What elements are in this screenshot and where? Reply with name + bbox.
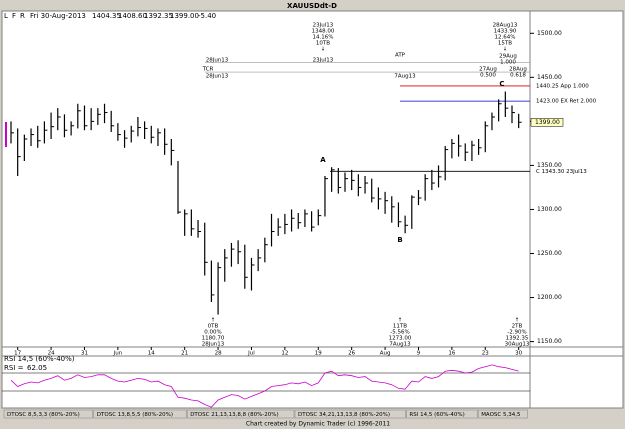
annotation: 1392.35	[506, 336, 529, 342]
annotation: 2TB	[512, 324, 523, 330]
x-tick-label: Aug	[380, 351, 391, 357]
header-date: Fri 30-Aug-2013	[30, 12, 86, 20]
annotation: 12.64%	[495, 35, 516, 41]
annotation: -2.90%	[507, 330, 526, 336]
annotation: 27Aug	[479, 67, 497, 73]
annotation: 1.000	[500, 60, 516, 66]
header-quote: 1404.35	[92, 12, 121, 20]
header-quote: 1408.60	[118, 12, 147, 20]
header-button[interactable]: L	[4, 12, 8, 20]
annotation: 23Jul13	[313, 58, 334, 64]
annotation: ↑	[515, 317, 520, 324]
annotation: 28Jun13	[206, 58, 229, 64]
annotation: 23Jul13	[313, 23, 334, 29]
tab-label[interactable]: DTOSC 8,5,3,3 (80%-20%)	[7, 412, 80, 418]
annotation: 1433.90	[494, 29, 517, 35]
x-tick-label: 21	[181, 351, 188, 357]
header-button[interactable]: R	[20, 12, 25, 20]
annotation: 30Aug13	[505, 342, 530, 348]
tab-label[interactable]: DTOSC 21,13,13,8,8 (80%-20%)	[190, 412, 278, 418]
rsi-readout-label: RSI =	[4, 364, 24, 372]
x-tick-label: 17	[14, 351, 21, 357]
x-tick-label: 12	[281, 351, 288, 357]
tab[interactable]	[3, 409, 94, 419]
annotation: 29Aug	[499, 54, 517, 60]
x-tick-label: 26	[348, 351, 355, 357]
cursor-marker	[5, 122, 7, 147]
annotation: ↑	[398, 317, 403, 324]
y-tick-label: 1450.00	[537, 74, 562, 81]
rsi-title: RSI 14,5 (60%-40%)	[4, 355, 75, 363]
annotation: -5.56%	[390, 330, 409, 336]
level-label: 1423.00 EX Ret 2.000	[536, 99, 597, 105]
annotation: ↓	[321, 46, 326, 53]
y-tick-label: 1300.00	[537, 206, 562, 213]
rsi-line	[10, 364, 519, 408]
header-quote: 1392.35	[144, 12, 173, 20]
tab[interactable]	[294, 409, 406, 419]
annotation: 11TB	[393, 324, 407, 330]
annotation: 28Jun13	[202, 342, 225, 348]
annotation: TCR	[202, 67, 214, 73]
tab-label[interactable]: MAOSC 5,34,5	[481, 412, 521, 418]
x-tick-label: 28	[215, 351, 222, 357]
annotation: 1348.00	[312, 29, 335, 35]
y-tick-label: 1250.00	[537, 250, 562, 257]
x-tick-label: 23	[482, 351, 489, 357]
price-marker-label: 1399.00	[535, 119, 560, 126]
x-tick-label: 30	[515, 351, 522, 357]
y-tick-label: 1150.00	[537, 338, 562, 345]
tab[interactable]	[477, 409, 528, 419]
x-tick-label: 9	[417, 351, 421, 357]
level-label: 1440.25 App 1.000	[536, 83, 589, 89]
plot-bg	[1, 10, 624, 409]
annotation: 15TB	[498, 41, 512, 47]
x-tick-label: 19	[315, 351, 322, 357]
x-tick-label: 24	[48, 351, 55, 357]
x-tick-label: Jul	[247, 351, 255, 357]
footer: Chart created by Dynamic Trader (c) 1996…	[246, 421, 390, 428]
annotation: 14.16%	[313, 35, 334, 41]
annotation: ATP	[395, 53, 406, 59]
x-tick-label: 31	[81, 351, 88, 357]
tab-label[interactable]: DTOSC 34,21,13,13,8 (80%-20%)	[298, 412, 390, 418]
chart-title: XAUUSDdt-D	[287, 2, 337, 10]
header-button[interactable]: F	[12, 12, 16, 20]
price-marker	[530, 118, 564, 127]
tab[interactable]	[186, 409, 295, 419]
annotation: 0.500	[480, 73, 496, 79]
y-tick-label: 1350.00	[537, 162, 562, 169]
tab-label[interactable]: RSI 14,5 (60%-40%)	[409, 412, 464, 418]
header-quote: -5.40	[198, 12, 216, 20]
level-label: C 1343.30 23Jul13	[536, 169, 587, 175]
y-tick-label: 1200.00	[537, 294, 562, 301]
annotation: 0TB	[208, 324, 219, 330]
annotation: 7Aug13	[389, 342, 411, 348]
annotation: 28Aug	[509, 67, 527, 73]
tab[interactable]	[406, 409, 478, 419]
annotation: 0.00%	[204, 330, 221, 336]
annotation: ↑	[211, 317, 216, 324]
rsi-readout: 62.05	[27, 364, 47, 372]
annotation: 28Jun13	[206, 74, 229, 80]
tab-label[interactable]: DTOSC 13,8,5,5 (80%-20%)	[97, 412, 173, 418]
header-quote: 1399.00	[170, 12, 199, 20]
annotation: 1273.00	[389, 336, 412, 342]
annotation: 10TB	[316, 41, 330, 47]
wave-label: B	[397, 236, 402, 244]
wave-label: C	[499, 80, 504, 88]
y-tick-label: 1500.00	[537, 30, 562, 37]
x-tick-label: 16	[448, 351, 455, 357]
annotation: ↓	[503, 46, 508, 53]
annotation: 1180.70	[202, 336, 225, 342]
x-tick-label: Jun	[113, 351, 123, 357]
annotation: 0.618	[510, 73, 526, 79]
tab[interactable]	[93, 409, 187, 419]
annotation: 28Aug13	[493, 23, 518, 29]
annotation: 7Aug13	[394, 74, 416, 80]
x-tick-label: 14	[148, 351, 155, 357]
wave-label: A	[320, 156, 326, 164]
